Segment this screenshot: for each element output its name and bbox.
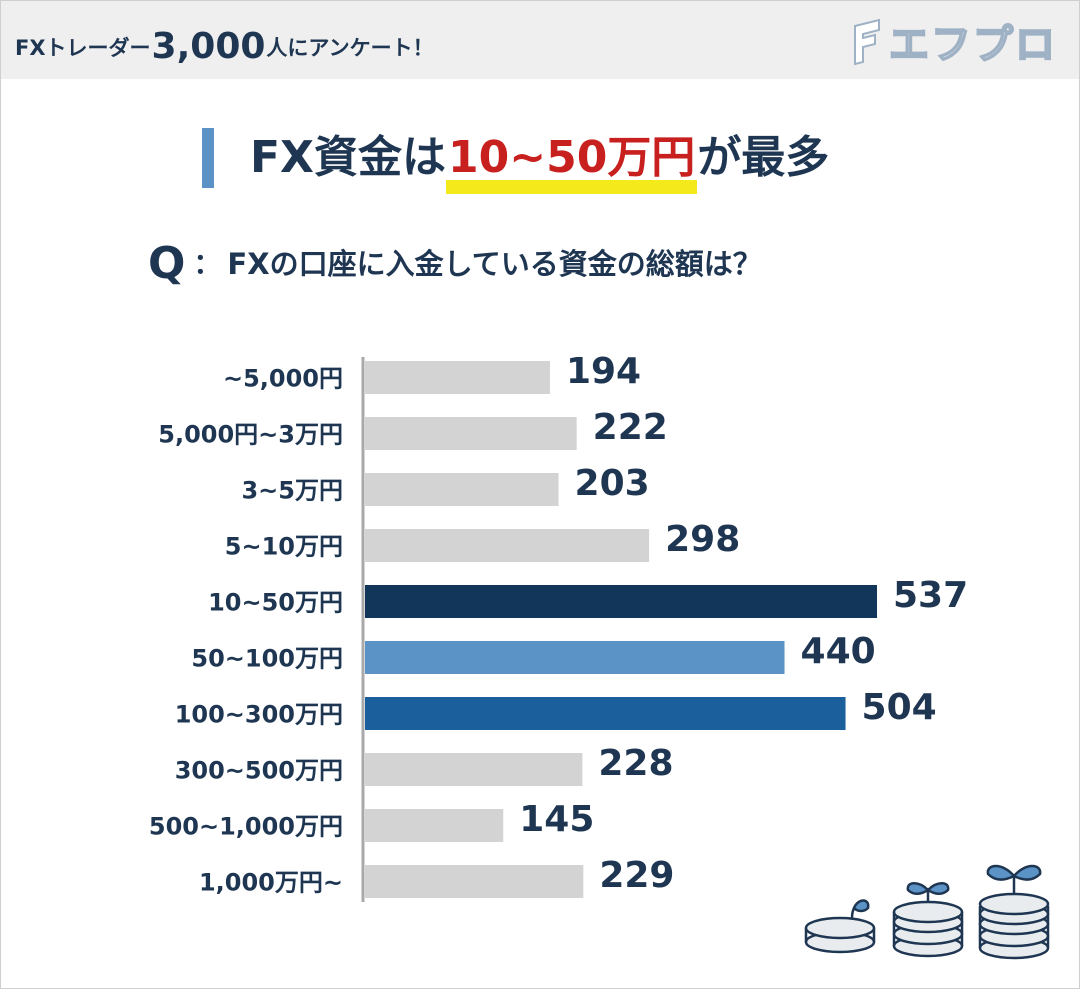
category-label: 500~1,000万円 [149, 813, 343, 841]
header-bar: FXトレーダー 3,000 人にアンケート！ エフプロ [1, 1, 1079, 79]
category-label: 10~50万円 [208, 589, 343, 617]
value-label: 222 [593, 407, 668, 448]
category-label: 300~500万円 [175, 757, 343, 785]
bar [365, 753, 583, 786]
question-mark: Q [148, 238, 186, 289]
value-label: 504 [862, 687, 937, 728]
logo: エフプロ [847, 13, 1057, 69]
bar [365, 865, 584, 898]
survey-prefix: FXトレーダー [15, 36, 151, 60]
survey-suffix: 人にアンケート！ [266, 36, 434, 60]
category-label: 5,000円~3万円 [158, 421, 343, 449]
coin-stack-medium-icon [892, 882, 964, 958]
headline-after: が最多 [697, 132, 830, 183]
bar [365, 641, 785, 674]
bar [365, 473, 559, 506]
value-label: 440 [801, 631, 876, 672]
bar [365, 417, 577, 450]
bar [365, 361, 550, 394]
bar [365, 585, 877, 618]
category-label: 1,000万円~ [199, 869, 343, 897]
coin-stack-large-icon [978, 864, 1050, 960]
category-label: ~5,000円 [223, 365, 343, 393]
coins-plant-illustration [804, 864, 1050, 960]
survey-label: FXトレーダー 3,000 人にアンケート！ [15, 11, 434, 71]
bar [365, 809, 504, 842]
headline-before: FX資金は [250, 132, 446, 183]
bar [365, 697, 846, 730]
bar [365, 529, 650, 562]
chart-plot: ~5,000円 194 5,000円~3万円 222 3~5万円 203 5~10万円 298… [149, 351, 968, 902]
category-label: 5~10万円 [225, 533, 343, 561]
category-label: 50~100万円 [191, 645, 343, 673]
value-label: 228 [598, 743, 673, 784]
value-label: 298 [665, 519, 740, 560]
value-label: 229 [599, 855, 674, 896]
category-label: 3~5万円 [241, 477, 343, 505]
value-label: 194 [566, 351, 641, 392]
headline-accent-bar [202, 128, 214, 188]
value-label: 145 [519, 799, 594, 840]
question-colon: ： [193, 247, 222, 280]
value-label: 203 [575, 463, 650, 504]
value-label: 537 [893, 575, 968, 616]
category-label: 100~300万円 [175, 701, 343, 729]
question-text: FXの口座に入金している資金の総額は？ [227, 246, 762, 281]
logo-text: エフプロ [888, 21, 1057, 69]
coin-stack-small-icon [804, 899, 876, 954]
question: Q ： FXの口座に入金している資金の総額は？ [148, 236, 762, 292]
survey-count: 3,000 [151, 26, 266, 67]
logo-mark-icon [854, 18, 880, 66]
